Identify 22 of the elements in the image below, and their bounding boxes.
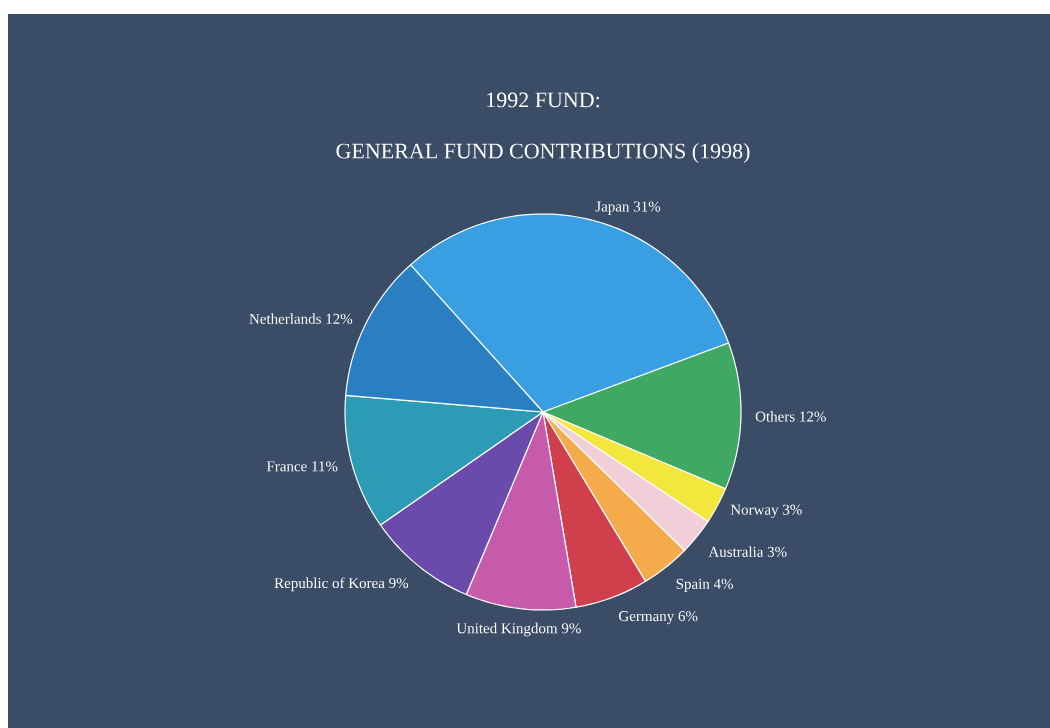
data-label: 11% [312, 461, 338, 472]
slice-label: Germany [619, 611, 675, 625]
data-label: 9% [389, 577, 409, 589]
slice-label: Others [755, 411, 795, 422]
data-label: 3% [767, 546, 787, 557]
slice-label: Japan [595, 201, 630, 215]
slice-label: Netherlands [249, 313, 321, 324]
chart-title: 1992 FUND: [487, 92, 599, 108]
slice-label: Spain [676, 578, 710, 592]
slice-label: Republic of Korea [274, 577, 385, 592]
data-label: 4% [713, 578, 734, 589]
data-label: 3% [783, 504, 802, 515]
chart-subtitle: GENERAL FUND CONTRIBUTIONS (1998) [336, 143, 750, 163]
data-label: 12% [800, 411, 826, 422]
data-label: 6% [678, 611, 698, 622]
data-label: 31% [633, 201, 661, 212]
slice-label: United Kingdom [456, 622, 558, 637]
data-label: 12% [326, 313, 353, 324]
slice-label: Norway [730, 504, 779, 518]
slice-label: Australia [708, 546, 764, 557]
data-label: 9% [561, 623, 581, 634]
slice-label: France [266, 461, 307, 472]
